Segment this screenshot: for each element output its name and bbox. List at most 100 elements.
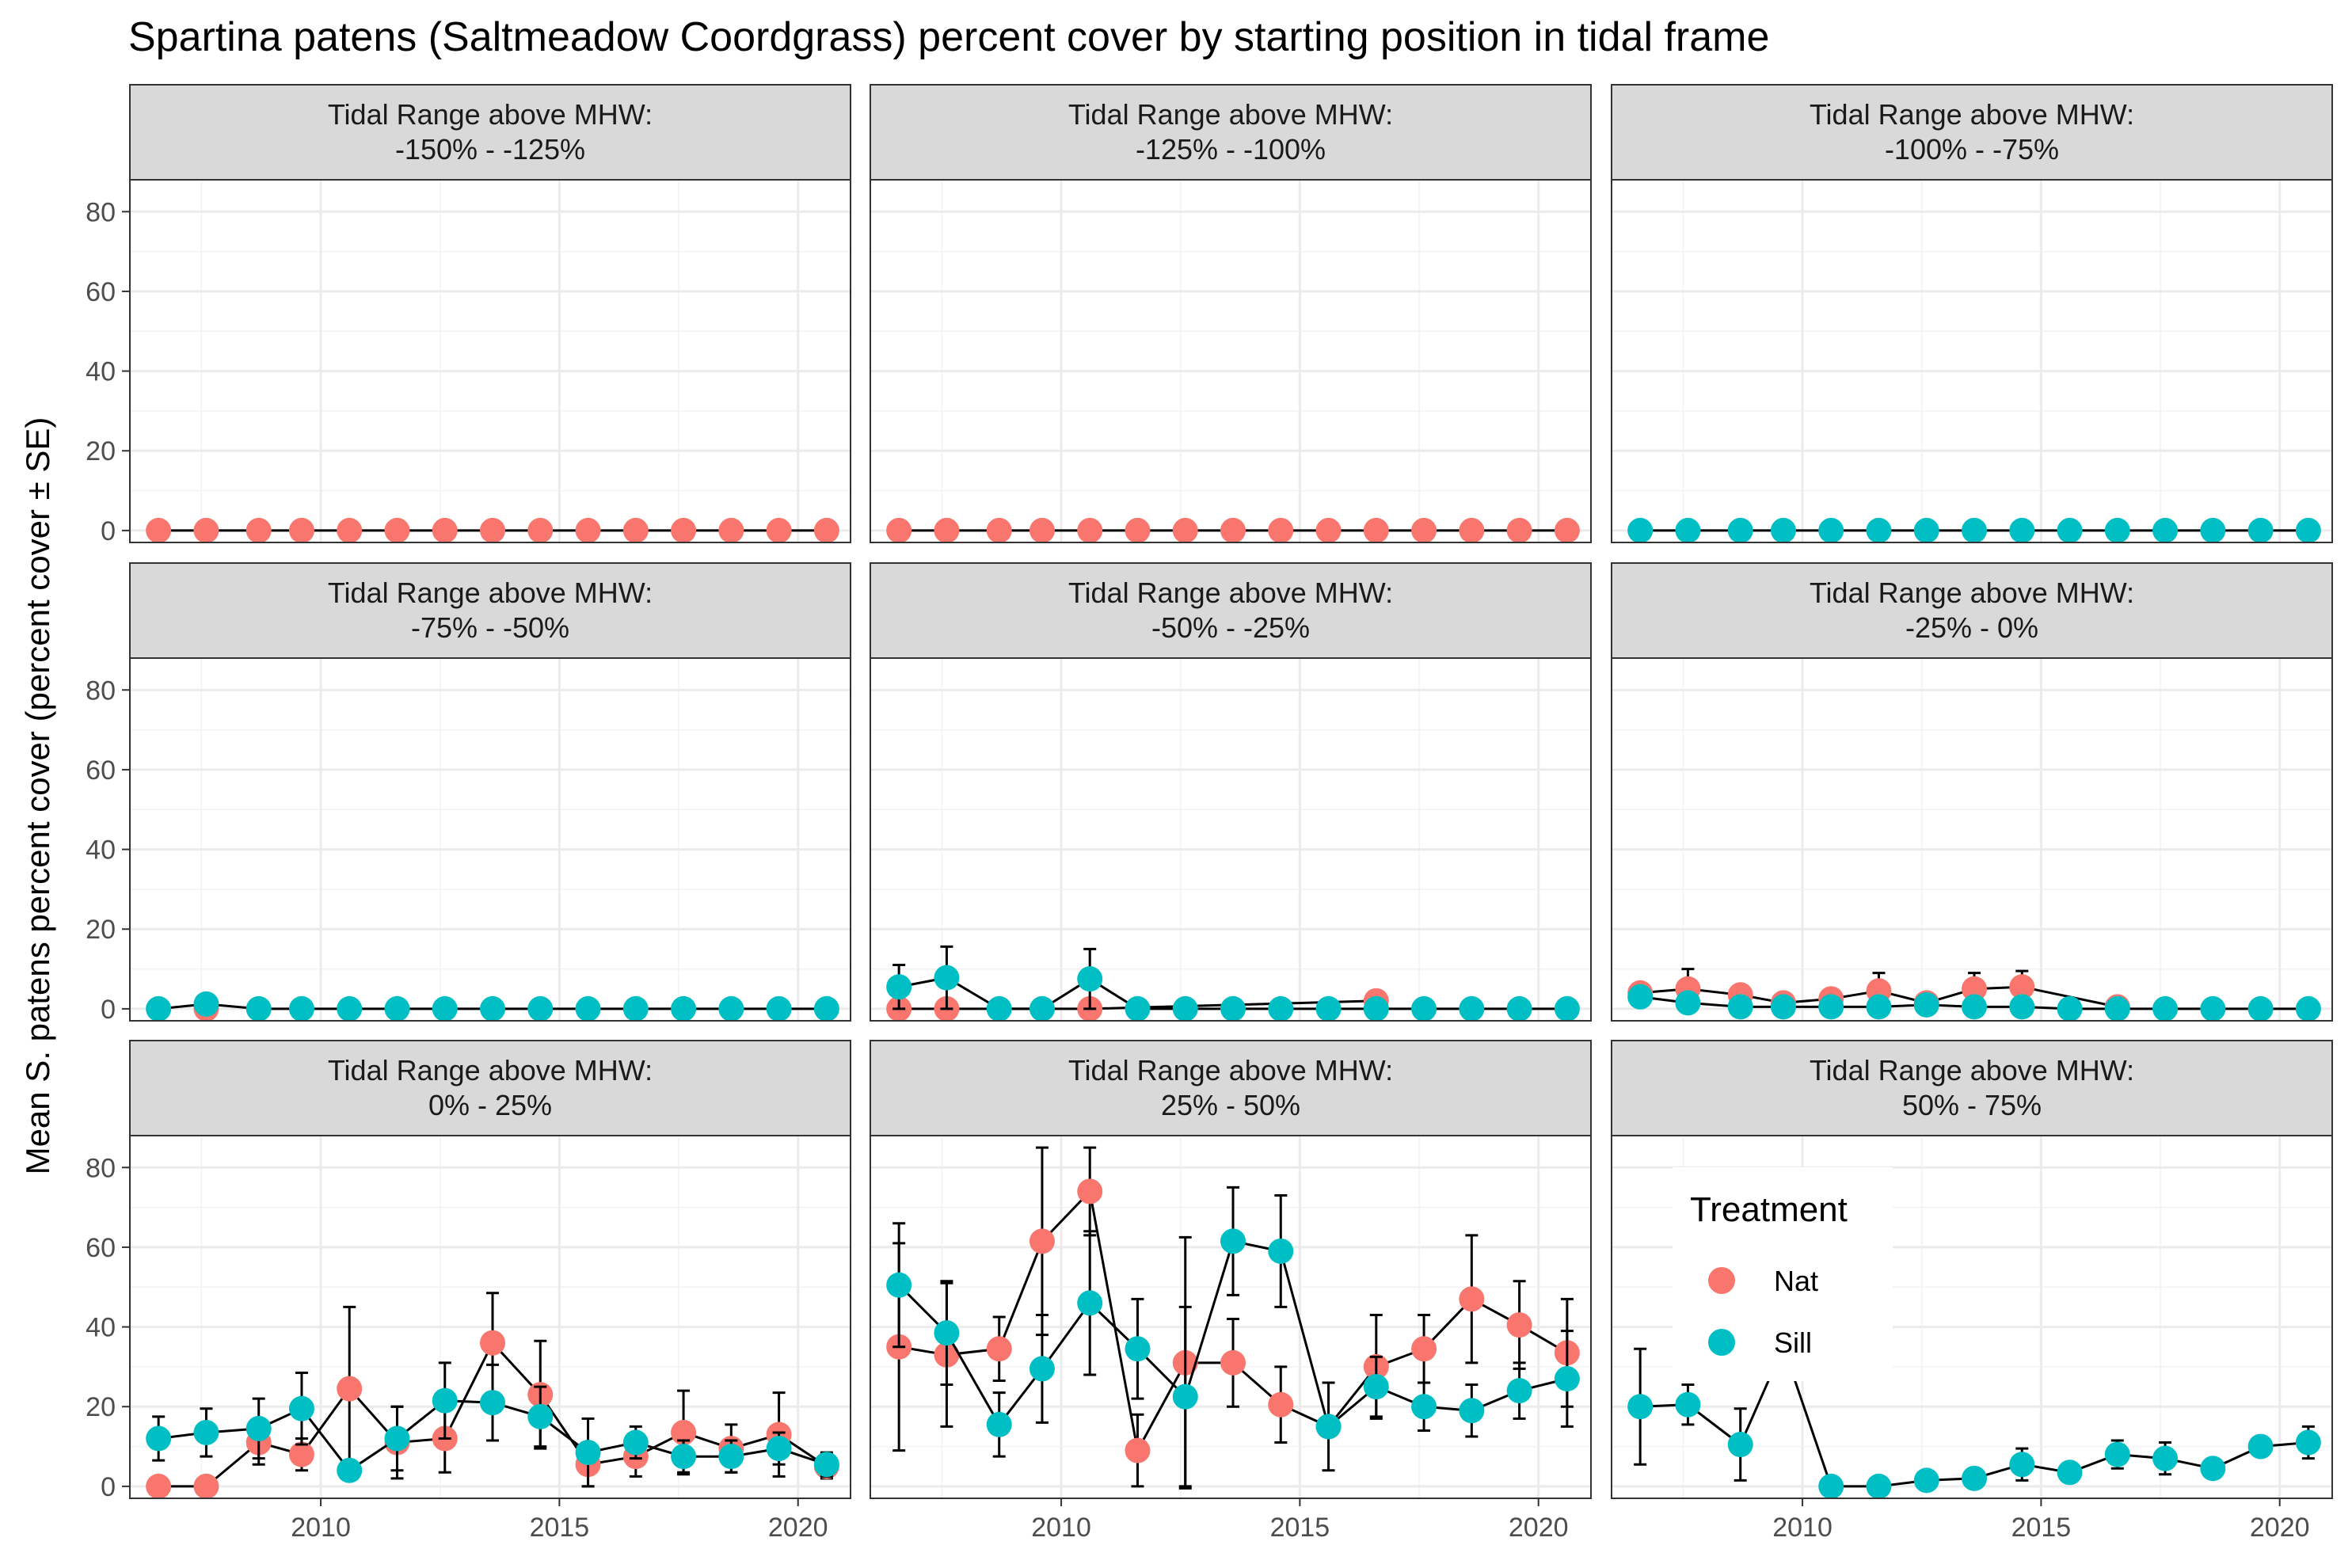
y-tick-label: 60	[86, 277, 116, 307]
data-point	[1220, 1349, 1246, 1376]
facet-strip-label: Tidal Range above MHW:	[328, 577, 653, 609]
data-point	[986, 995, 1012, 1022]
data-point	[886, 1272, 912, 1298]
facet-panel: Tidal Range above MHW:-75% - -50% 0 20 40 60…	[86, 562, 851, 1025]
x-tick-label: 2020	[1509, 1513, 1569, 1543]
data-point	[1029, 517, 1055, 543]
data-point	[1962, 994, 1988, 1020]
data-point	[432, 1387, 458, 1414]
data-point	[146, 1473, 172, 1499]
data-point	[1506, 517, 1532, 543]
data-point	[1029, 1228, 1055, 1254]
legend-label: Sill	[1774, 1326, 1812, 1359]
data-point	[986, 1336, 1012, 1362]
data-point	[1770, 517, 1796, 543]
data-point	[1818, 517, 1844, 543]
panel-border	[129, 179, 851, 543]
facet-strip	[129, 84, 851, 181]
data-point	[1866, 994, 1892, 1020]
data-point	[1315, 1414, 1342, 1440]
data-point	[1268, 517, 1294, 543]
data-point	[2247, 517, 2274, 543]
data-point	[337, 1376, 363, 1402]
data-point	[1727, 1432, 1753, 1458]
data-point	[1866, 1473, 1892, 1499]
y-axis-label: Mean S. patens percent cover (percent co…	[19, 417, 56, 1175]
data-point	[2104, 517, 2130, 543]
facet-strip-range: 25% - 50%	[1161, 1089, 1300, 1121]
data-point	[2057, 995, 2083, 1022]
facet-strip-label: Tidal Range above MHW:	[1810, 98, 2134, 131]
data-point	[1459, 1286, 1485, 1312]
panel-background	[870, 180, 1591, 542]
data-point	[1077, 966, 1103, 992]
data-point	[1125, 517, 1151, 543]
data-point	[575, 517, 601, 543]
data-point	[288, 1441, 314, 1467]
data-point	[1315, 517, 1342, 543]
data-point	[1411, 517, 1437, 543]
data-point	[2200, 1456, 2226, 1482]
panel-border	[870, 657, 1592, 1022]
data-point	[1220, 1228, 1246, 1254]
legend: Treatment Nat Sill	[1673, 1167, 1893, 1381]
data-point	[671, 1419, 697, 1445]
y-tick-label: 40	[86, 357, 116, 387]
y-tick-label: 0	[101, 516, 116, 546]
data-point	[1220, 995, 1246, 1022]
x-tick-label: 2020	[768, 1513, 828, 1543]
data-point	[718, 1444, 744, 1470]
facet-strip	[1611, 1040, 2333, 1136]
data-point	[146, 995, 172, 1022]
y-tick-label: 80	[86, 1153, 116, 1183]
data-point	[622, 1429, 649, 1456]
data-point	[193, 517, 219, 543]
panel-background	[870, 658, 1591, 1021]
data-point	[337, 1457, 363, 1483]
data-point	[384, 995, 410, 1022]
facet-strip	[1611, 84, 2333, 181]
data-point	[1077, 1178, 1103, 1205]
data-point	[1913, 991, 1939, 1018]
y-tick-label: 20	[86, 915, 116, 945]
facet-panel: Tidal Range above MHW:0% - 25% 0 20 40 60 80 2…	[86, 1040, 851, 1543]
facet-strip	[870, 84, 1592, 181]
facet-panel: Tidal Range above MHW:-150% - -125% 0 20 40…	[86, 84, 851, 546]
data-point	[1268, 1391, 1294, 1418]
y-tick-label: 80	[86, 676, 116, 706]
facet-strip	[870, 562, 1592, 659]
facet-panel: Tidal Range above MHW:-50% - -25%	[870, 562, 1592, 1022]
data-point	[288, 1395, 314, 1421]
facet-strip-range: -125% - -100%	[1136, 133, 1326, 166]
x-tick-label: 2015	[530, 1513, 590, 1543]
data-point	[1459, 995, 1485, 1022]
facet-strip-label: Tidal Range above MHW:	[328, 98, 653, 131]
data-point	[813, 517, 839, 543]
data-point	[1363, 995, 1389, 1022]
facet-strip-range: -150% - -125%	[395, 133, 585, 166]
data-point	[934, 965, 960, 991]
data-point	[2009, 994, 2035, 1020]
panel-border	[870, 1135, 1592, 1499]
data-point	[1411, 1336, 1437, 1362]
facet-strip-range: 50% - 75%	[1902, 1089, 2042, 1121]
panel-border	[129, 657, 851, 1022]
data-point	[986, 517, 1012, 543]
panel-border	[1611, 179, 2333, 543]
data-point	[1962, 517, 1988, 543]
data-point	[1675, 517, 1701, 543]
legend-title: Treatment	[1690, 1190, 1848, 1229]
legend-key	[1708, 1329, 1735, 1356]
data-point	[766, 1436, 792, 1462]
x-tick-label: 2020	[2250, 1513, 2310, 1543]
data-point	[2152, 1445, 2179, 1471]
data-point	[1866, 517, 1892, 543]
facet-strip-range: -50% - -25%	[1151, 611, 1310, 644]
data-point	[2104, 1441, 2130, 1467]
y-tick-label: 0	[101, 1472, 116, 1502]
series-sill	[886, 945, 1580, 1022]
data-point	[1077, 1290, 1103, 1316]
data-point	[1554, 1366, 1580, 1392]
facet-strip	[870, 1040, 1592, 1136]
